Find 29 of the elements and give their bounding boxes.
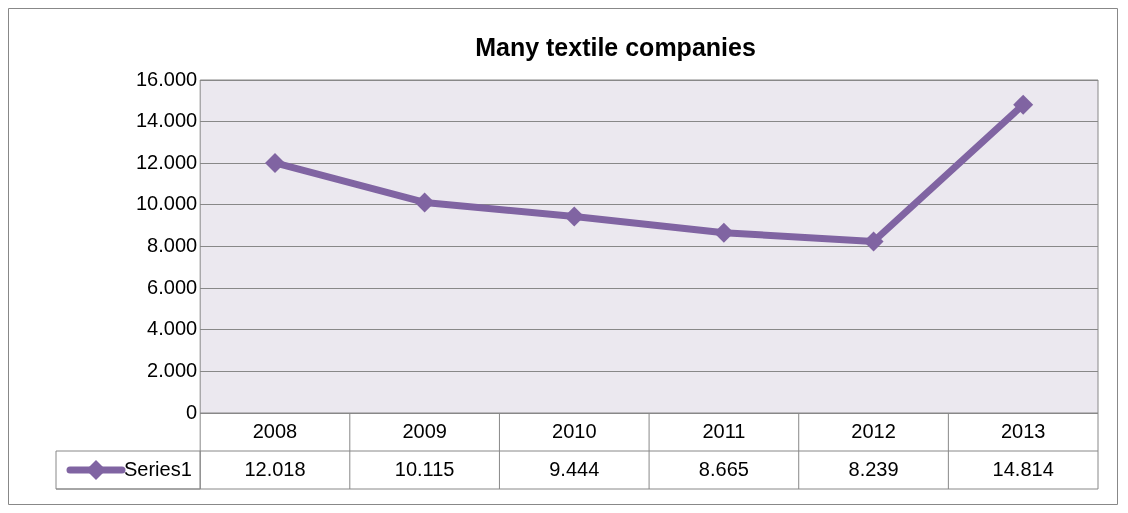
legend-label: Series1 [124,457,192,480]
x-tick-label: 2008 [252,419,298,442]
data-label: 9.444 [549,457,600,480]
x-tick-label: 2011 [702,419,746,442]
y-tick-label: 8.000 [147,234,198,257]
point [713,222,734,243]
y-tick-label: 14.000 [136,109,198,132]
x-tick-label: 2013 [1000,419,1046,442]
point [564,206,585,227]
y-tick-label: 2.000 [147,358,198,381]
x-tick-label: 2009 [402,419,447,442]
data-label: 12.018 [244,457,306,480]
point [1013,94,1034,115]
point [414,192,435,213]
point [264,152,285,173]
x-tick-label: 2010 [552,419,597,442]
y-tick-label: 16.000 [136,67,198,90]
y-tick-label: 0 [186,400,198,423]
data-label: 10.115 [394,457,455,480]
y-tick-label: 4.000 [147,317,198,340]
chart-title: Many textile companies [475,32,756,61]
data-label: 8.239 [848,457,899,480]
y-tick-label: 12.000 [136,150,198,173]
x-tick-label: 2012 [851,419,896,442]
point [863,231,884,252]
data-label: 8.665 [698,457,749,480]
y-tick-label: 6.000 [147,275,198,298]
y-tick-label: 10.000 [136,192,198,215]
data-label: 14.814 [992,457,1054,480]
